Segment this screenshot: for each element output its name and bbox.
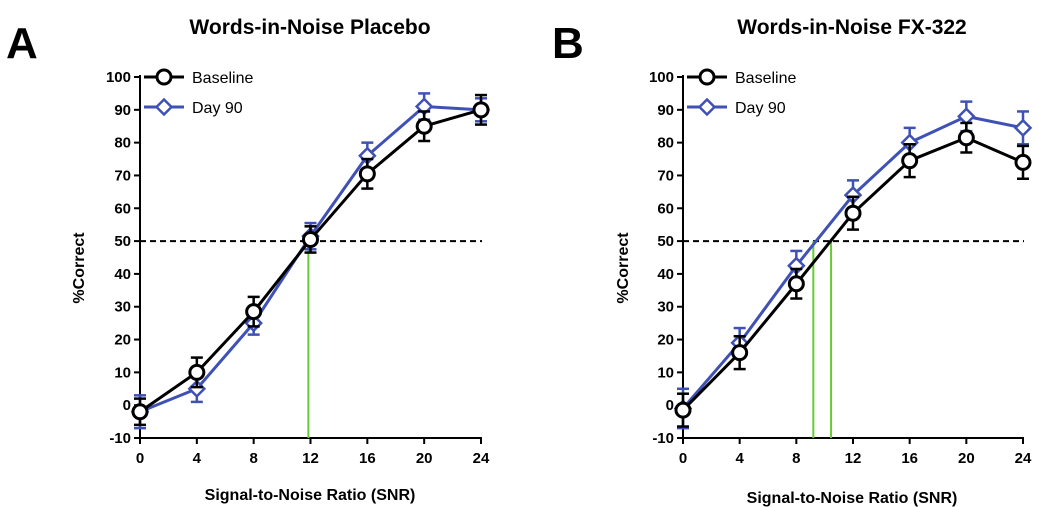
data-point — [957, 129, 975, 147]
x-axis-label: Signal-to-Noise Ratio (SNR) — [205, 487, 416, 504]
data-point — [1014, 153, 1032, 171]
y-tick-label: 60 — [114, 200, 131, 217]
chart-panel-b: B Words-in-Noise FX-322 %Correct Signal-… — [552, 16, 1033, 507]
data-point — [131, 403, 149, 421]
y-tick-label: 50 — [114, 233, 131, 250]
y-tick-label: 0 — [666, 397, 674, 414]
y-tick-label: -10 — [109, 430, 131, 447]
y-tick-label: 30 — [657, 299, 674, 316]
x-tick-label: 8 — [249, 450, 257, 467]
legend-label: Baseline — [192, 70, 253, 87]
data-point — [731, 344, 749, 362]
y-tick-label: 90 — [114, 102, 131, 119]
series-day-90 — [130, 92, 491, 430]
legend-marker — [697, 97, 717, 117]
legend-label: Baseline — [735, 70, 796, 87]
chart-title: Words-in-Noise Placebo — [189, 16, 430, 39]
x-tick-label: 12 — [302, 450, 319, 467]
y-tick-label: 100 — [106, 69, 131, 86]
data-point — [957, 107, 976, 126]
data-point — [188, 363, 206, 381]
x-tick-label: 0 — [679, 450, 687, 467]
y-tick-label: 40 — [657, 266, 674, 283]
panel-label: B — [552, 19, 584, 68]
x-tick-label: 12 — [845, 450, 862, 467]
x-tick-label: 4 — [735, 450, 744, 467]
y-tick-label: 40 — [114, 266, 131, 283]
data-point — [1013, 118, 1033, 138]
y-tick-label: 80 — [114, 135, 131, 152]
y-tick-label: 50 — [657, 233, 674, 250]
series-baseline — [131, 93, 490, 427]
data-point — [674, 401, 692, 419]
x-tick-label: 8 — [792, 450, 800, 467]
y-tick-label: -10 — [652, 430, 674, 447]
x-tick-label: 16 — [359, 450, 376, 467]
x-tick-label: 16 — [901, 450, 918, 467]
legend-marker — [155, 68, 173, 86]
data-point — [787, 275, 805, 293]
legend-marker — [154, 97, 174, 117]
y-tick-label: 100 — [649, 69, 674, 86]
legend: Baseline Day 90 — [687, 68, 796, 117]
legend-marker — [698, 68, 716, 86]
x-axis-label: Signal-to-Noise Ratio (SNR) — [747, 490, 958, 507]
legend-label: Day 90 — [735, 100, 786, 117]
legend: Baseline Day 90 — [144, 68, 253, 117]
y-tick-label: 20 — [657, 332, 674, 349]
x-tick-label: 4 — [193, 450, 202, 467]
legend-label: Day 90 — [192, 100, 243, 117]
x-tick-label: 24 — [473, 450, 490, 467]
chart-title: Words-in-Noise FX-322 — [737, 16, 966, 39]
y-tick-label: 20 — [114, 332, 131, 349]
y-axis-label: %Correct — [615, 232, 632, 304]
data-point — [844, 204, 862, 222]
series-line — [681, 114, 1024, 410]
y-tick-label: 30 — [114, 299, 131, 316]
data-point — [245, 303, 263, 321]
series-baseline — [674, 121, 1032, 428]
data-point — [901, 152, 919, 170]
panel-label: A — [6, 19, 38, 68]
y-tick-label: 0 — [123, 397, 131, 414]
y-axis-label: %Correct — [71, 232, 88, 304]
y-tick-label: 80 — [657, 135, 674, 152]
x-tick-label: 20 — [958, 450, 975, 467]
y-tick-label: 10 — [657, 364, 674, 381]
y-tick-label: 60 — [657, 200, 674, 217]
data-point — [472, 101, 490, 119]
x-tick-label: 0 — [136, 450, 144, 467]
data-point — [415, 117, 433, 135]
x-tick-label: 24 — [1015, 450, 1032, 467]
series-line — [139, 105, 482, 414]
y-tick-label: 90 — [657, 102, 674, 119]
y-tick-label: 70 — [114, 167, 131, 184]
x-tick-label: 20 — [416, 450, 433, 467]
data-point — [302, 230, 319, 248]
y-tick-label: 70 — [657, 167, 674, 184]
chart-panel-a: A Words-in-Noise Placebo %Correct Signal… — [6, 16, 491, 504]
data-point — [358, 165, 376, 183]
y-tick-label: 10 — [114, 364, 131, 381]
series-day-90 — [673, 100, 1033, 430]
